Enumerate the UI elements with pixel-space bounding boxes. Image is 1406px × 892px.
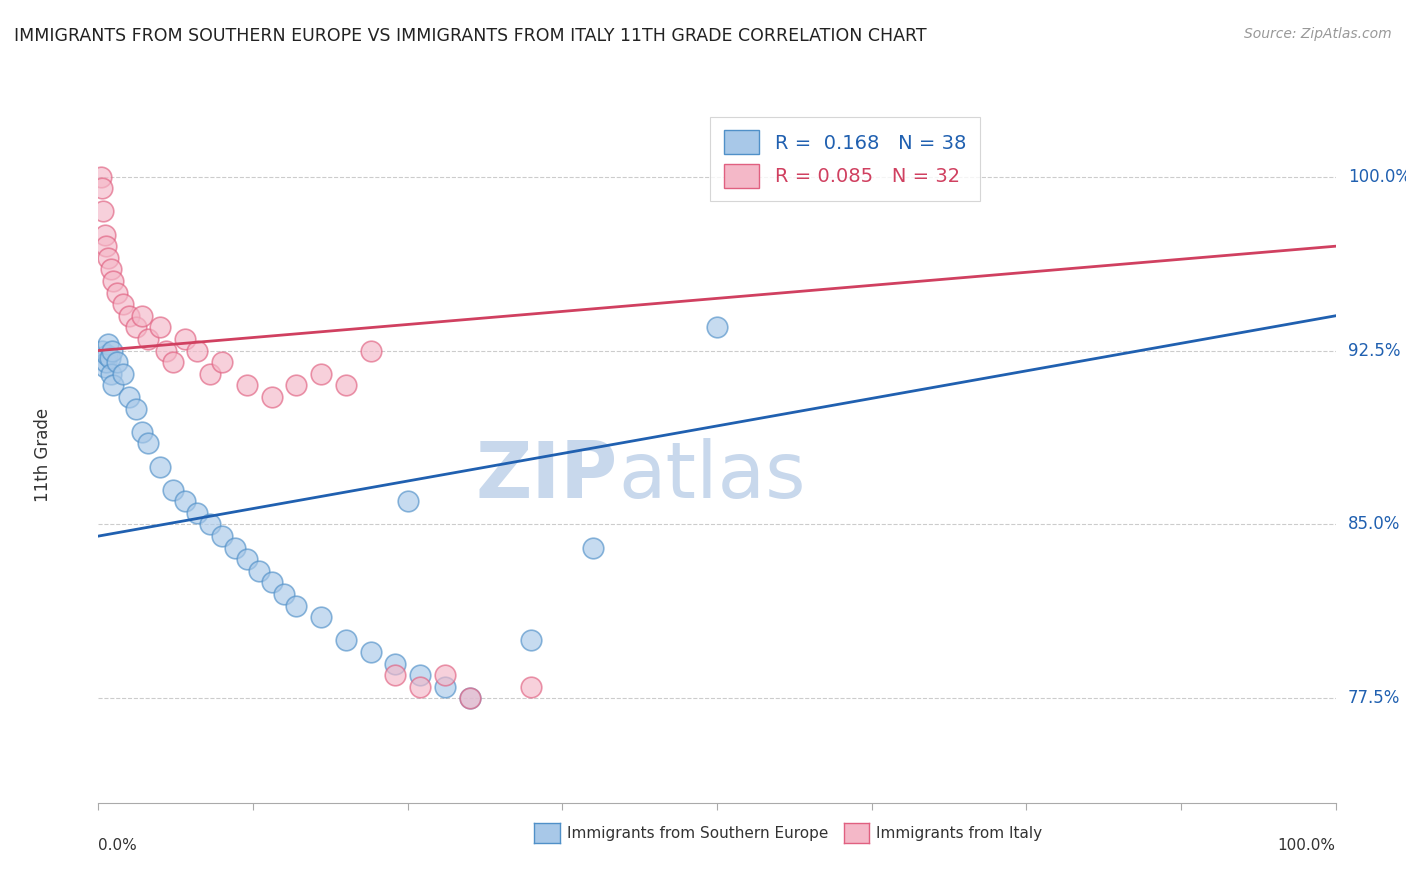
Text: Immigrants from Italy: Immigrants from Italy <box>876 826 1042 840</box>
Point <box>90 169 112 184</box>
Point <box>105 285 128 300</box>
Point <box>91 181 114 195</box>
Point <box>198 517 221 532</box>
Point <box>97 336 120 351</box>
Point <box>309 367 332 381</box>
Point <box>458 691 481 706</box>
Point <box>93 227 115 242</box>
Text: 100.0%: 100.0% <box>1348 168 1406 186</box>
Point <box>260 390 283 404</box>
Point <box>94 239 117 253</box>
Point <box>155 343 177 358</box>
Point <box>136 436 159 450</box>
Point <box>103 378 125 392</box>
Point <box>136 332 159 346</box>
Legend: R =  0.168   N = 38, R = 0.085   N = 32: R = 0.168 N = 38, R = 0.085 N = 32 <box>710 117 980 202</box>
Point <box>285 599 308 613</box>
Text: IMMIGRANTS FROM SOUTHERN EUROPE VS IMMIGRANTS FROM ITALY 11TH GRADE CORRELATION : IMMIGRANTS FROM SOUTHERN EUROPE VS IMMIG… <box>14 27 927 45</box>
Point <box>360 645 382 659</box>
Point <box>94 355 117 369</box>
Point <box>520 633 543 648</box>
Point <box>409 680 432 694</box>
Point <box>433 668 456 682</box>
Point <box>91 343 114 358</box>
Point <box>100 262 122 277</box>
Point <box>112 367 135 381</box>
Point <box>131 425 153 439</box>
Point <box>131 309 153 323</box>
Point <box>409 668 432 682</box>
Point <box>335 633 357 648</box>
Point <box>101 343 124 358</box>
Point <box>260 575 283 590</box>
Text: 0.0%: 0.0% <box>98 838 138 854</box>
Text: 77.5%: 77.5% <box>1348 690 1400 707</box>
Point <box>236 552 259 566</box>
Point <box>211 529 233 543</box>
Point <box>224 541 246 555</box>
Point <box>458 691 481 706</box>
Point <box>149 320 172 334</box>
Text: Source: ZipAtlas.com: Source: ZipAtlas.com <box>1244 27 1392 41</box>
Point <box>247 564 270 578</box>
Point <box>97 251 120 265</box>
Text: 85.0%: 85.0% <box>1348 516 1400 533</box>
Point <box>309 610 332 624</box>
Text: Immigrants from Southern Europe: Immigrants from Southern Europe <box>567 826 828 840</box>
Point <box>98 351 121 365</box>
Point <box>384 657 406 671</box>
Text: atlas: atlas <box>619 438 806 514</box>
Point <box>162 355 184 369</box>
Point <box>360 343 382 358</box>
Point <box>396 494 419 508</box>
Point <box>520 680 543 694</box>
Text: ZIP: ZIP <box>475 438 619 514</box>
Point <box>103 274 125 288</box>
Point <box>384 668 406 682</box>
Point <box>124 320 146 334</box>
Text: 100.0%: 100.0% <box>1278 838 1336 854</box>
Point <box>174 494 197 508</box>
Point <box>285 378 308 392</box>
Text: 92.5%: 92.5% <box>1348 342 1400 359</box>
Point <box>582 541 605 555</box>
Point <box>96 348 118 362</box>
Point <box>149 459 172 474</box>
Point <box>118 309 141 323</box>
Text: 11th Grade: 11th Grade <box>34 408 52 502</box>
Point <box>112 297 135 311</box>
Point <box>273 587 295 601</box>
Point <box>433 680 456 694</box>
Point <box>211 355 233 369</box>
Point <box>706 320 728 334</box>
Point <box>186 506 208 520</box>
Point <box>105 355 128 369</box>
Point <box>236 378 259 392</box>
Point <box>100 367 122 381</box>
Point <box>124 401 146 416</box>
Point <box>335 378 357 392</box>
Point <box>93 204 115 219</box>
Point <box>162 483 184 497</box>
Point <box>198 367 221 381</box>
Point <box>174 332 197 346</box>
Point <box>118 390 141 404</box>
Point <box>186 343 208 358</box>
Point <box>93 359 115 374</box>
